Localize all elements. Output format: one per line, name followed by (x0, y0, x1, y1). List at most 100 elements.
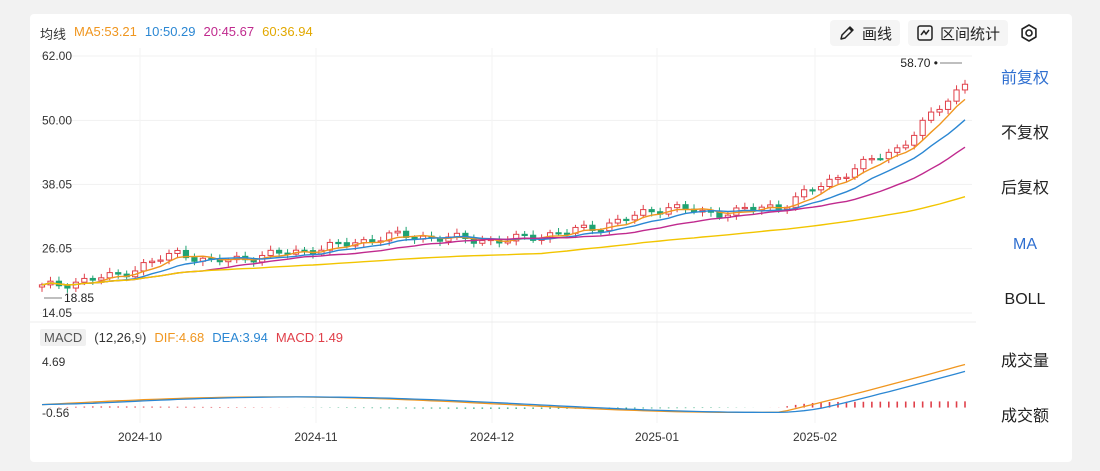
candle-body (809, 189, 816, 192)
candle-body (394, 230, 401, 234)
candle-body (843, 176, 850, 179)
x-tick-label: 2024-12 (470, 430, 514, 444)
indicator-group: MA BOLL (978, 217, 1072, 327)
candle-body (928, 111, 935, 121)
macd-y-tick-label: 4.69 (42, 355, 66, 369)
menu-ma[interactable]: MA (1013, 235, 1037, 253)
draw-button-label: 画线 (862, 25, 893, 43)
gear-icon (1021, 24, 1037, 42)
candle-body (860, 158, 867, 170)
dea-value: DEA:3.94 (212, 330, 268, 345)
candle-body (648, 209, 655, 213)
ma10-line (41, 119, 966, 286)
candle-body (801, 189, 808, 198)
candle-body (614, 218, 621, 224)
candle-body (682, 204, 689, 210)
candle-body (885, 151, 892, 160)
ma-legend: 均线 MA5:53.21 10:50.29 20:45.67 60:36.94 (40, 24, 313, 43)
ma-legend-label: 均线 (40, 27, 67, 42)
candle-body (267, 249, 274, 256)
macd-legend: MACD (12,26,9) DIF:4.68 DEA:3.94 MACD:1.… (40, 329, 343, 346)
candle-body (919, 119, 926, 136)
draw-button[interactable]: 画线 (830, 20, 901, 46)
candle-body (944, 100, 952, 110)
candle-body (640, 209, 647, 216)
x-tick-label: 2025-01 (635, 430, 679, 444)
ma10-value: 10:50.29 (144, 24, 196, 39)
macd-value: MACD:1.49 (275, 330, 344, 345)
x-tick-label: 2025-02 (793, 430, 837, 444)
min-price-label: 18.85 (64, 291, 94, 305)
candle-body (953, 89, 960, 102)
y-tick-label: 62.00 (42, 49, 72, 63)
candle-body (191, 257, 198, 262)
candle-body (868, 158, 875, 161)
ma20-line (41, 146, 966, 286)
range-stats-label: 区间统计 (940, 25, 1001, 43)
macd-tag: MACD (40, 329, 87, 346)
candle-body (479, 240, 486, 244)
menu-no-adjust[interactable]: 不复权 (1000, 124, 1049, 142)
candle-body (369, 239, 376, 243)
ma5-value: MA5:53.21 (74, 24, 137, 39)
menu-boll[interactable]: BOLL (1004, 290, 1046, 308)
candle-body (148, 260, 156, 264)
candle-body (741, 206, 748, 210)
candle-body (623, 218, 630, 222)
ma60-value: 60:36.94 (262, 24, 313, 39)
menu-backward-adjust[interactable]: 后复权 (1000, 179, 1049, 197)
candle-body (89, 277, 96, 281)
candle-body (555, 232, 562, 235)
range-stats-button[interactable]: 区间统计 (908, 20, 1009, 46)
candle-body (174, 249, 181, 254)
candle-body (894, 147, 901, 153)
candle-body (631, 214, 638, 221)
candle-body (597, 229, 604, 233)
candle-body (877, 158, 884, 161)
candle-body (106, 272, 113, 279)
adjust-group: 前复权 不复权 后复权 (978, 48, 1072, 213)
chart-toolbar: 画线 区间统计 (830, 20, 1042, 46)
candle-body (936, 108, 943, 113)
menu-volume[interactable]: 成交量 (1000, 352, 1049, 370)
macd-params: (12,26,9) (94, 330, 147, 345)
candle-body (792, 196, 799, 208)
candle-body (386, 232, 393, 242)
y-tick-label: 38.05 (42, 177, 72, 191)
menu-turnover[interactable]: 成交额 (1000, 407, 1049, 425)
range-chart-icon (917, 25, 933, 41)
candle-body (902, 144, 909, 149)
dif-line (41, 363, 966, 414)
candle-body (911, 134, 918, 146)
pencil-icon (840, 26, 854, 40)
candle-body (673, 204, 681, 209)
candle-body (335, 241, 342, 245)
ma20-value: 20:45.67 (203, 24, 255, 39)
candle-body (343, 242, 350, 247)
y-tick-label: 26.05 (42, 242, 72, 256)
y-tick-label: 14.05 (42, 306, 72, 320)
candle-body (580, 224, 588, 228)
candle-body (513, 233, 520, 242)
candle-body (64, 285, 71, 289)
ma5-line (41, 98, 966, 286)
ma60-line (41, 196, 966, 286)
candle-body (961, 83, 969, 91)
dif-value: DIF:4.68 (154, 330, 205, 345)
candle-body (165, 252, 173, 261)
menu-forward-adjust[interactable]: 前复权 (1000, 69, 1049, 87)
candle-body (826, 178, 833, 188)
candle-body (276, 249, 283, 254)
candle-body (521, 233, 528, 237)
max-price-label: 58.70 • (900, 56, 938, 70)
candle-body (817, 186, 825, 191)
side-menu: 前复权 不复权 后复权 MA BOLL 成交量 成交额 (978, 48, 1072, 445)
candle-body (182, 249, 190, 259)
x-tick-label: 2024-10 (118, 430, 162, 444)
candle-body (140, 262, 147, 272)
candle-body (750, 206, 757, 211)
y-tick-label: 50.00 (42, 113, 72, 127)
settings-button[interactable] (1016, 20, 1042, 46)
candle-body (98, 277, 105, 281)
